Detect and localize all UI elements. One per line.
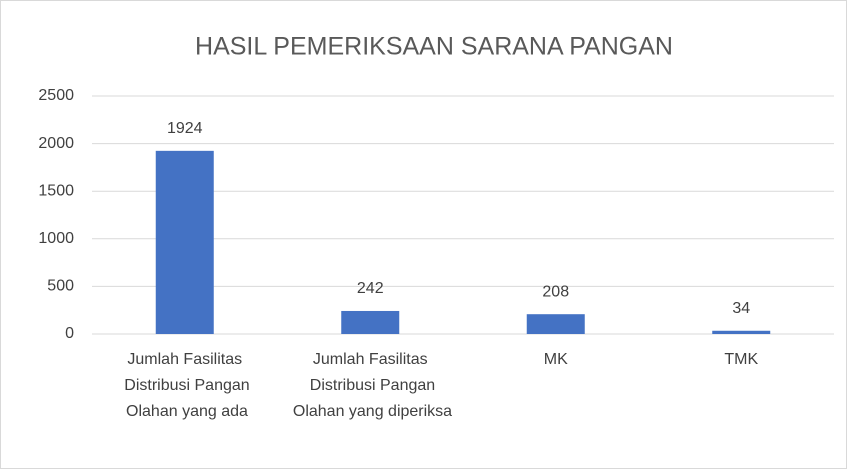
bar [712, 330, 771, 334]
x-tick-label: MK [544, 351, 568, 368]
x-tick-label: Jumlah Fasilitas Distribusi Pangan Olaha… [120, 351, 250, 420]
y-tick-label: 1500 [38, 182, 74, 199]
y-tick-label: 2500 [38, 87, 74, 104]
value-label: 34 [732, 300, 750, 317]
y-tick-label: 500 [47, 278, 74, 295]
bar [341, 310, 400, 334]
value-label: 242 [357, 280, 384, 297]
value-label: 208 [542, 283, 569, 300]
y-tick-label: 1000 [38, 230, 74, 247]
x-tick-label: Jumlah Fasilitas Distribusi Pangan Olaha… [288, 351, 452, 420]
value-label: 1924 [167, 120, 203, 137]
y-tick-label: 2000 [38, 135, 74, 152]
chart-title: HASIL PEMERIKSAAN SARANA PANGAN [195, 33, 673, 61]
bar [155, 150, 214, 334]
bar [526, 314, 585, 334]
y-tick-label: 0 [65, 325, 74, 342]
x-tick-label: TMK [724, 351, 758, 368]
